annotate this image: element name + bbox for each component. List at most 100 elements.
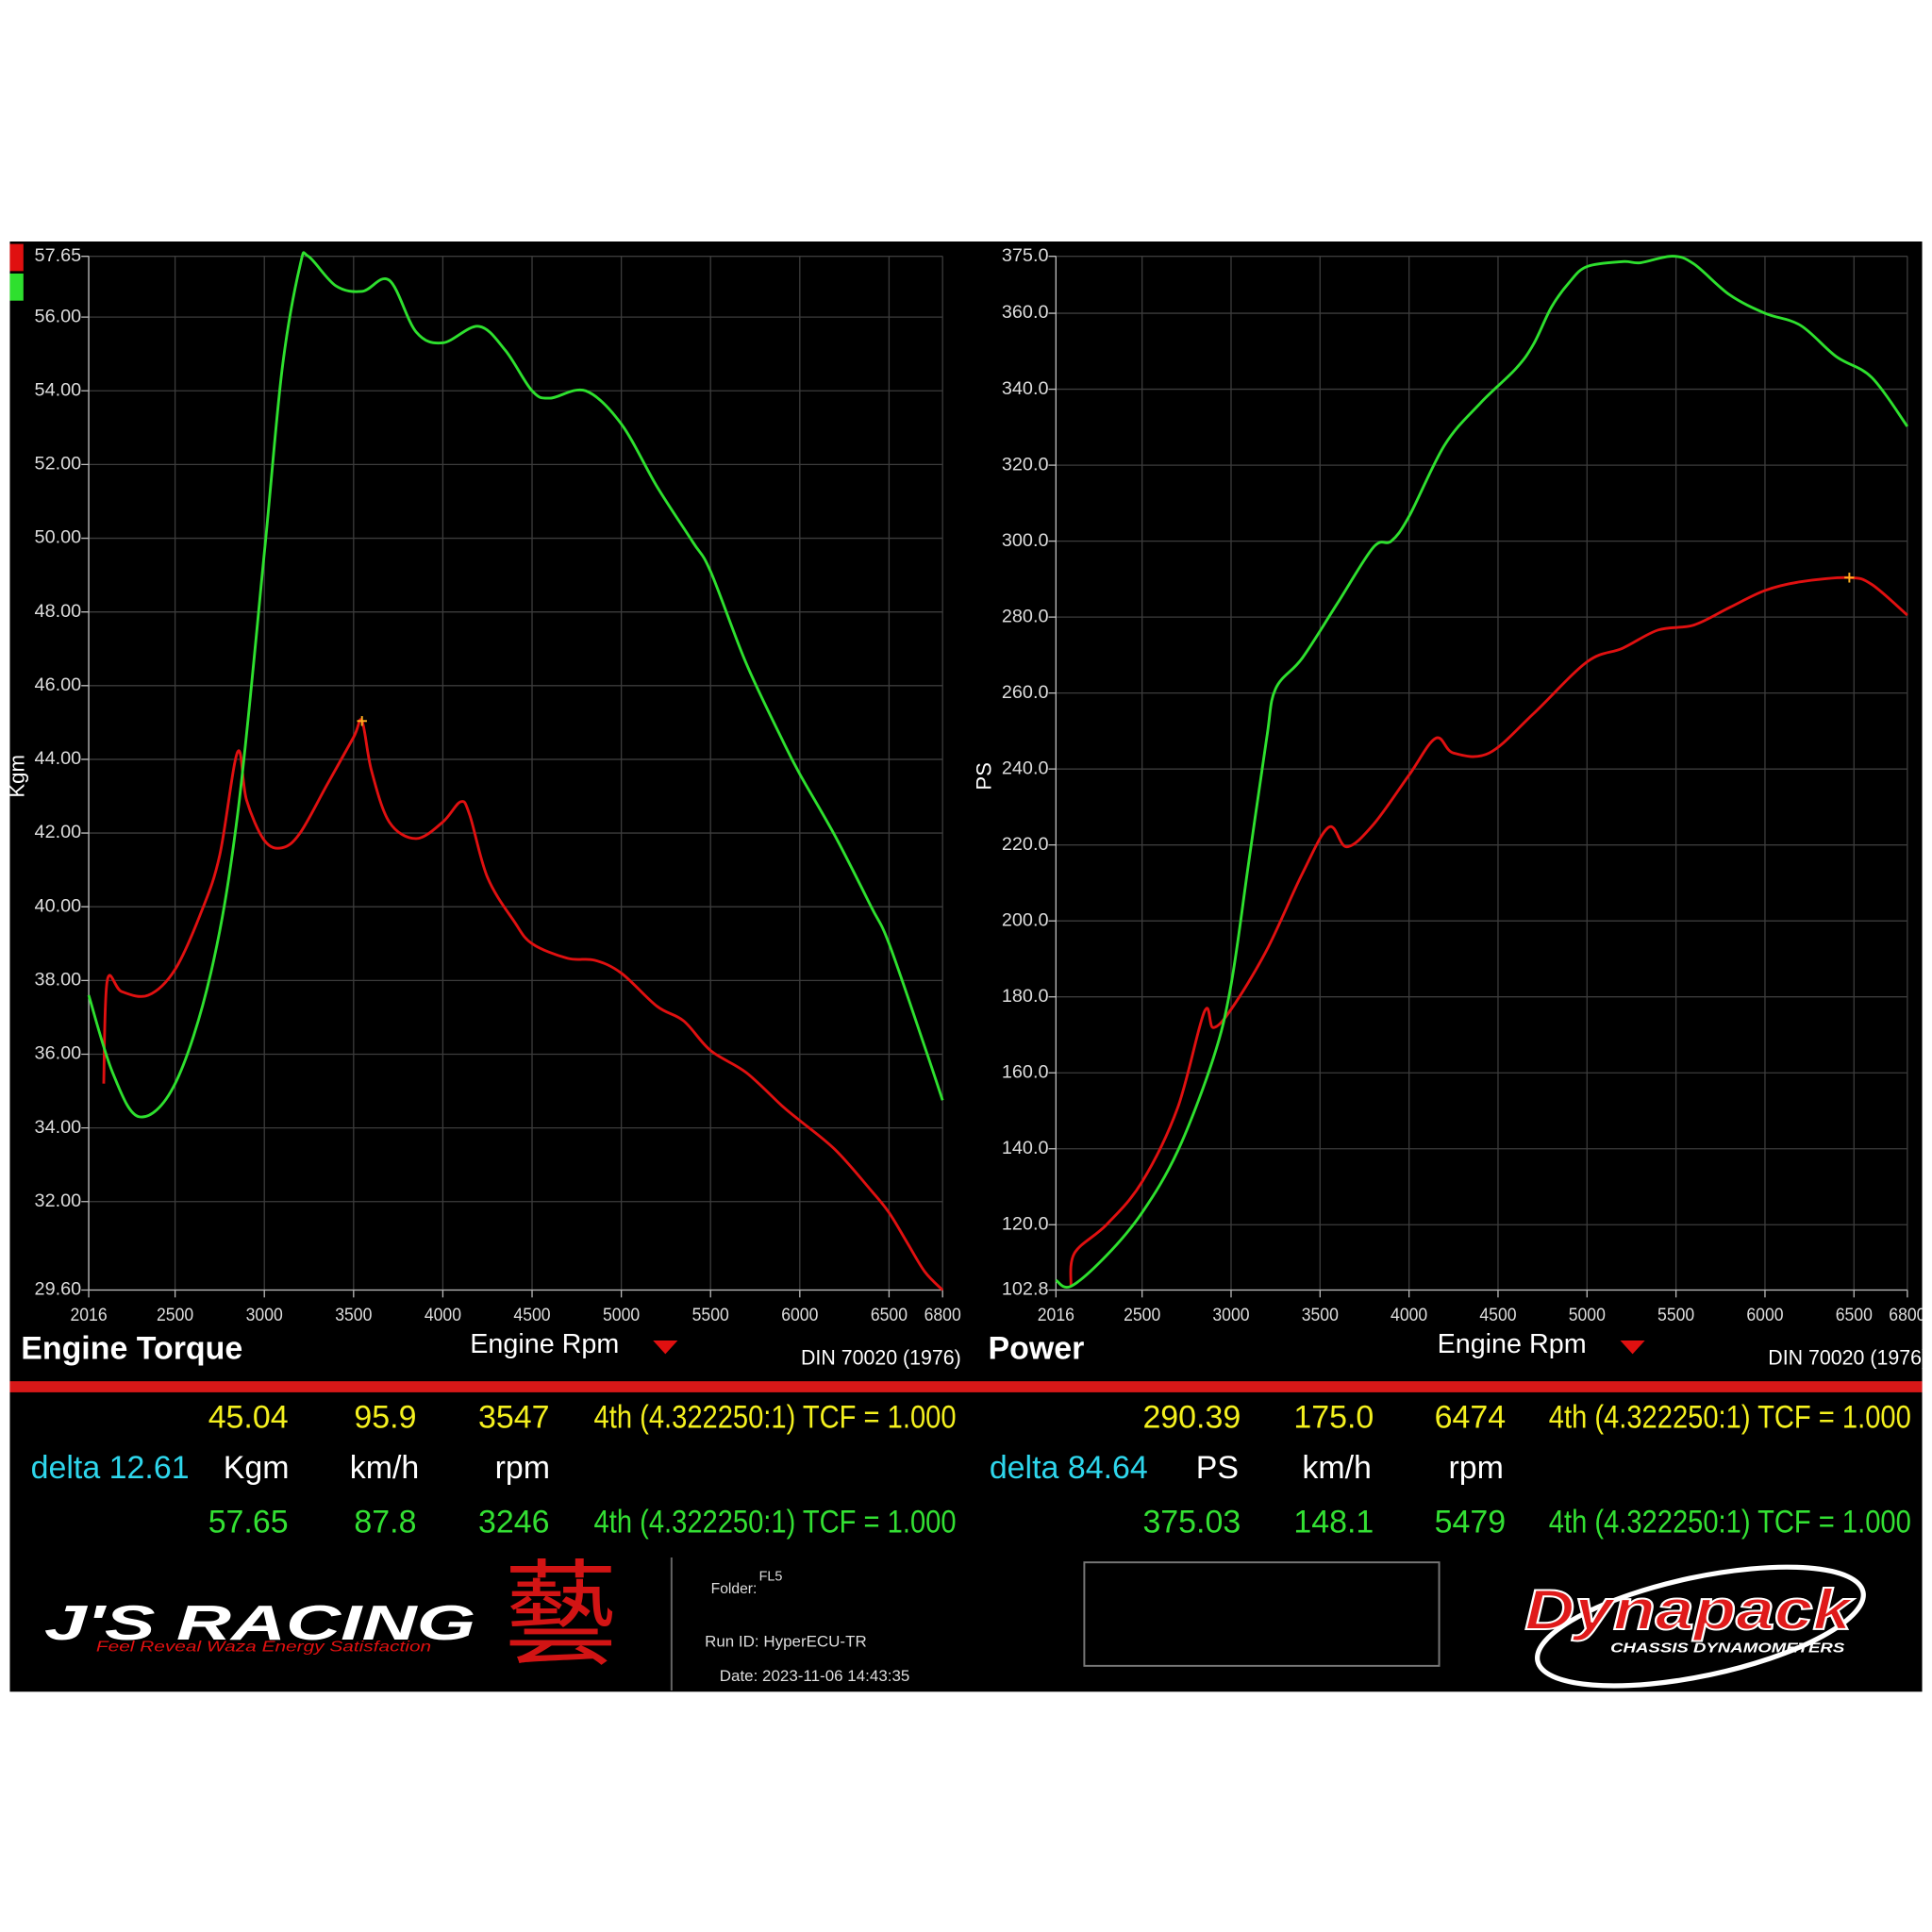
footer: J'S RACING Feel Reveal Waza Energy Satis… [44, 1552, 1866, 1689]
empty-box [1083, 1561, 1441, 1667]
x-tick-label: 2016 [1038, 1305, 1074, 1325]
y-tick-label: 38.00 [35, 970, 82, 991]
y-axis-label: Kgm [5, 755, 28, 798]
readout-cell: 148.1 [1293, 1505, 1374, 1541]
x-tick-label: 6500 [871, 1305, 908, 1325]
series-line [1069, 575, 1908, 1287]
y-tick-label: 44.00 [35, 748, 82, 769]
y-tick-label: 48.00 [35, 601, 82, 622]
series-line [87, 251, 944, 1119]
charts: 2016 2500 3000 3500 4000 4500 5000 5500 6000 6500… [5, 245, 1928, 1370]
y-tick-label: 36.00 [35, 1043, 82, 1064]
y-tick-label: 57.65 [35, 245, 82, 266]
readout-cell: km/h [1302, 1450, 1372, 1486]
y-tick-label: 375.0 [1002, 245, 1049, 266]
y-axis-label: PS [973, 762, 996, 791]
y-tick-label: 32.00 [35, 1191, 82, 1211]
sort-arrow [1620, 1341, 1645, 1355]
chart-title: Engine Torque [21, 1330, 242, 1366]
divider [9, 1381, 1923, 1392]
readout-cell: Kgm [224, 1450, 290, 1486]
x-tick-label: 3500 [1302, 1305, 1339, 1325]
y-tick-label: 42.00 [35, 822, 82, 842]
y-tick-label: 54.00 [35, 379, 82, 400]
panel [9, 242, 1923, 1692]
x-tick-label: 6800 [924, 1305, 961, 1325]
tagline: Feel Reveal Waza Energy Satisfaction [96, 1639, 431, 1655]
y-tick-label: 50.00 [35, 527, 82, 548]
y-tick-label: 360.0 [1002, 302, 1049, 323]
readout-cell: delta 84.64 [990, 1450, 1148, 1486]
y-tick-label: 56.00 [35, 306, 82, 326]
y-tick-label: 52.00 [35, 454, 82, 475]
y-tick-label: 46.00 [35, 675, 82, 695]
readout-cell: 4th (4.322250:1) TCF = 1.000 [1549, 1505, 1911, 1541]
y-tick-label: 34.00 [35, 1117, 82, 1138]
readout-cell: 6474 [1435, 1400, 1507, 1436]
folder-label: Folder: [711, 1581, 758, 1597]
run-id: Run ID: HyperECU-TR [705, 1633, 867, 1651]
y-tick-label: 180.0 [1002, 986, 1049, 1007]
x-tick-label: 5500 [1657, 1305, 1694, 1325]
readout-cell: 45.04 [208, 1400, 289, 1436]
readout-cell: 290.39 [1142, 1400, 1241, 1436]
readout-cell: 4th (4.322250:1) TCF = 1.000 [594, 1400, 957, 1436]
x-tick-label: 2016 [70, 1305, 107, 1325]
y-tick-label: 120.0 [1002, 1213, 1049, 1234]
readout-cell: km/h [350, 1450, 420, 1486]
note: DIN 70020 (1976) [801, 1346, 961, 1370]
y-tick-label: 29.60 [35, 1279, 82, 1300]
series-line [102, 718, 944, 1291]
readout-cell: 5479 [1435, 1505, 1507, 1541]
y-tick-label: 220.0 [1002, 834, 1049, 855]
folder: FL5 [759, 1570, 783, 1585]
chart: 2016 2500 3000 3500 4000 4500 5000 5500 6000 6500… [973, 245, 1928, 1370]
note: DIN 70020 (1976) [1768, 1346, 1928, 1370]
readout-cell: 57.65 [208, 1505, 289, 1541]
x-tick-label: 6000 [1746, 1305, 1783, 1325]
legend-green [9, 273, 24, 301]
readout-cell: 95.9 [354, 1400, 416, 1436]
y-tick-label: 240.0 [1002, 758, 1049, 778]
legend-red [9, 243, 24, 272]
readout-cell: 87.8 [354, 1505, 416, 1541]
y-tick-label: 160.0 [1002, 1061, 1049, 1082]
y-tick-label: 340.0 [1002, 378, 1049, 399]
x-axis-label: Engine Rpm [470, 1329, 619, 1359]
y-tick-label: 300.0 [1002, 530, 1049, 551]
x-tick-label: 3500 [335, 1305, 372, 1325]
readout-cell: rpm [1449, 1450, 1504, 1486]
chart-title: Power [989, 1330, 1085, 1366]
sort-arrow [653, 1341, 678, 1355]
y-tick-label: 200.0 [1002, 909, 1049, 930]
readout-cell: delta 12.61 [31, 1450, 190, 1486]
x-tick-label: 4000 [425, 1305, 461, 1325]
x-tick-label: 5500 [692, 1305, 729, 1325]
y-tick-label: 102.8 [1002, 1279, 1049, 1300]
series-line [1055, 255, 1909, 1289]
brand: J'S RACING [44, 1596, 475, 1651]
x-tick-label: 2500 [157, 1305, 193, 1325]
readout-cell: 375.03 [1142, 1505, 1241, 1541]
x-tick-label: 4000 [1391, 1305, 1427, 1325]
x-tick-label: 5000 [1569, 1305, 1606, 1325]
cursor [357, 716, 367, 726]
swoosh [1535, 1564, 1866, 1689]
y-tick-label: 140.0 [1002, 1138, 1049, 1158]
x-tick-label: 3000 [1212, 1305, 1249, 1325]
readout: 45.04 95.9 3547 4th (4.322250:1) TCF = 1.00… [31, 1400, 1911, 1541]
dynapack-sub: CHASSIS DYNAMOMETERS [1610, 1641, 1845, 1656]
x-tick-label: 6000 [781, 1305, 818, 1325]
readout-cell: 4th (4.322250:1) TCF = 1.000 [1549, 1400, 1911, 1436]
date: Date: 2023-11-06 14:43:35 [720, 1667, 910, 1685]
y-tick-label: 40.00 [35, 895, 82, 916]
y-tick-label: 320.0 [1002, 454, 1049, 475]
kanji: 藝 [504, 1552, 617, 1678]
x-tick-label: 3000 [246, 1305, 283, 1325]
dynapack-logo: Dynapack [1524, 1578, 1854, 1641]
x-tick-label: 2500 [1124, 1305, 1160, 1325]
readout-cell: 3547 [478, 1400, 550, 1436]
x-tick-label: 4500 [1479, 1305, 1516, 1325]
x-tick-label: 6500 [1836, 1305, 1873, 1325]
